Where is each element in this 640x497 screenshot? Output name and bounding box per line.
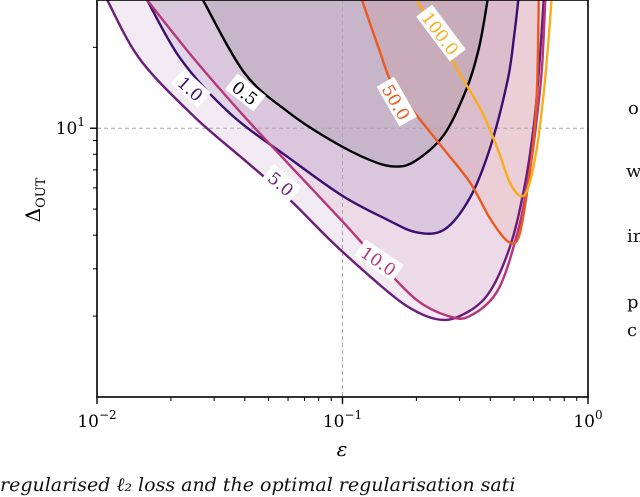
contour-100.0 bbox=[415, 0, 553, 198]
contour-label-bg bbox=[170, 68, 212, 108]
region-10.0 bbox=[147, 0, 546, 319]
contour-label-bg bbox=[376, 76, 417, 127]
svg-text:ΔOUT: ΔOUT bbox=[21, 177, 49, 222]
contour-label-bg bbox=[261, 164, 302, 203]
region-50.0 bbox=[361, 0, 539, 244]
reference-lines bbox=[97, 0, 588, 397]
figure-caption: regularised ℓ₂ loss and the optimal regu… bbox=[0, 474, 516, 496]
region-5.0 bbox=[107, 0, 544, 320]
contour-0.5 bbox=[201, 0, 489, 168]
y-axis-label-sub: OUT bbox=[34, 177, 49, 208]
contour-1.0 bbox=[146, 0, 520, 235]
filled-regions bbox=[107, 0, 546, 320]
contour-label-bg bbox=[354, 239, 404, 282]
side-text-2: w bbox=[626, 161, 640, 182]
side-text-5: c bbox=[627, 320, 638, 341]
region-0.5 bbox=[202, 0, 488, 167]
x-tick-label: 10−2 bbox=[77, 408, 116, 432]
side-text-1: o bbox=[628, 98, 639, 119]
side-text-3: in bbox=[627, 226, 640, 247]
y-tick-label: 101 bbox=[56, 115, 85, 139]
contour-5.0 bbox=[106, 0, 545, 322]
x-tick-label: 100 bbox=[573, 408, 602, 432]
x-tick-label: 10−1 bbox=[323, 408, 362, 432]
y-axis-label: ΔOUT bbox=[21, 177, 49, 222]
x-axis-label: ε bbox=[337, 437, 348, 461]
y-axis-label-main: Δ bbox=[21, 208, 45, 222]
contour-label-bg bbox=[225, 73, 266, 112]
region-1.0 bbox=[147, 0, 519, 234]
axis-ticks: 10−2 10−1 100 101 bbox=[56, 46, 603, 432]
contour-label-bg bbox=[416, 4, 466, 62]
side-text-4: p bbox=[627, 292, 639, 313]
